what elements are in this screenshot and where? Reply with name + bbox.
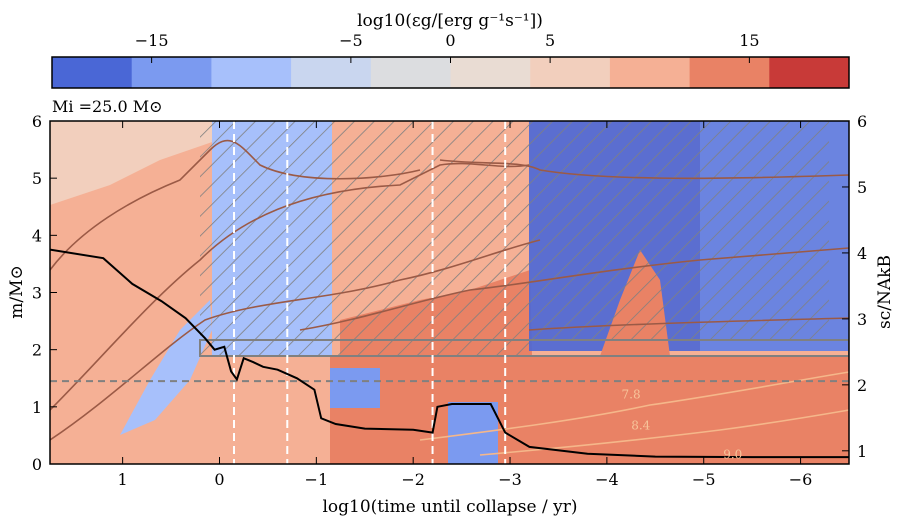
colorbar [51,56,850,89]
colorbar-bin-7 [609,57,691,88]
contour-line [50,139,421,271]
y-tick-label: 6 [32,112,42,131]
mass-annotation: Mi =25.0 M⊙ [52,97,163,116]
colorbar-bin-4 [370,57,451,88]
colorbar-bin-9 [769,57,850,88]
x-tick-label: −4 [595,470,619,489]
x-tick-label: −1 [305,470,329,489]
x-tick-label: 1 [118,470,128,489]
y-tick-label: 2 [32,341,42,360]
hatched-region-1 [200,121,529,356]
x-tick-label: −2 [401,470,425,489]
contour-line [50,239,541,441]
y2-tick-label: 5 [857,178,867,197]
contour-line [419,371,849,441]
y-axis-label: m/M⊙ [7,265,27,319]
contour-label: 8.4 [631,419,650,433]
colorbar-tick-label: −5 [339,31,363,50]
contour-label: 9.0 [723,447,742,461]
y2-tick-label: 2 [857,376,867,395]
y-tick-label: 4 [32,226,42,245]
contour-line [439,159,849,180]
contour-line [299,247,849,331]
colorbar-label: log10(εg/[erg g⁻¹s⁻¹]) [357,11,543,31]
y-tick-label: 5 [32,169,42,188]
colorbar-tick-label: 0 [445,31,455,50]
y2-tick-label: 4 [857,244,867,263]
y2-tick-label: 6 [857,112,867,131]
colorbar-tick-label: −15 [135,31,169,50]
region-orange-bottom [330,356,849,464]
region-blue-box [330,368,380,408]
x-axis-label: log10(time until collapse / yr) [322,497,577,517]
y2-tick-label: 1 [857,442,867,461]
x-tick-label: −5 [692,470,716,489]
plateau-outline [199,339,849,357]
colorbar-ticks: −15 −5 0 5 15 [135,31,760,63]
vertical-markers [233,121,507,464]
colorbar-bin-0 [52,57,133,88]
contour-label: 7.8 [622,387,641,401]
contour-line [528,317,849,331]
y-tick-label: 3 [32,284,42,303]
colorbar-bin-6 [530,57,611,88]
colorbar-bin-2 [211,57,292,88]
region-blue-wedge [120,300,212,435]
axes: 1 0 −1 −2 −3 −4 −5 −6 0 1 2 3 4 5 6 1 2 3 4 5 6 [32,112,867,489]
y2-tick-label: 3 [857,310,867,329]
plot-area: 7.8 8.4 9.0 [50,121,849,464]
y-tick-label: 0 [32,455,42,474]
central-entropy-line [50,248,849,459]
y2-axis-label: sc/NAkB [875,255,895,329]
x-tick-label: 0 [214,470,224,489]
contour-labels: 7.8 8.4 9.0 [622,387,743,461]
contour-line [50,162,530,411]
colorbar-bin-5 [450,57,531,88]
y-tick-label: 1 [32,398,42,417]
x-tick-label: −3 [498,470,522,489]
region-top-left [50,121,225,205]
colorbar-bin-8 [689,57,770,88]
colorbar-tick-label: 5 [545,31,555,50]
x-tick-label: −6 [789,470,813,489]
colorbar-tick-label: 15 [739,31,759,50]
colorbar-bin-3 [291,57,372,88]
colorbar-bin-1 [131,57,212,88]
hatched-region-2 [529,121,829,341]
